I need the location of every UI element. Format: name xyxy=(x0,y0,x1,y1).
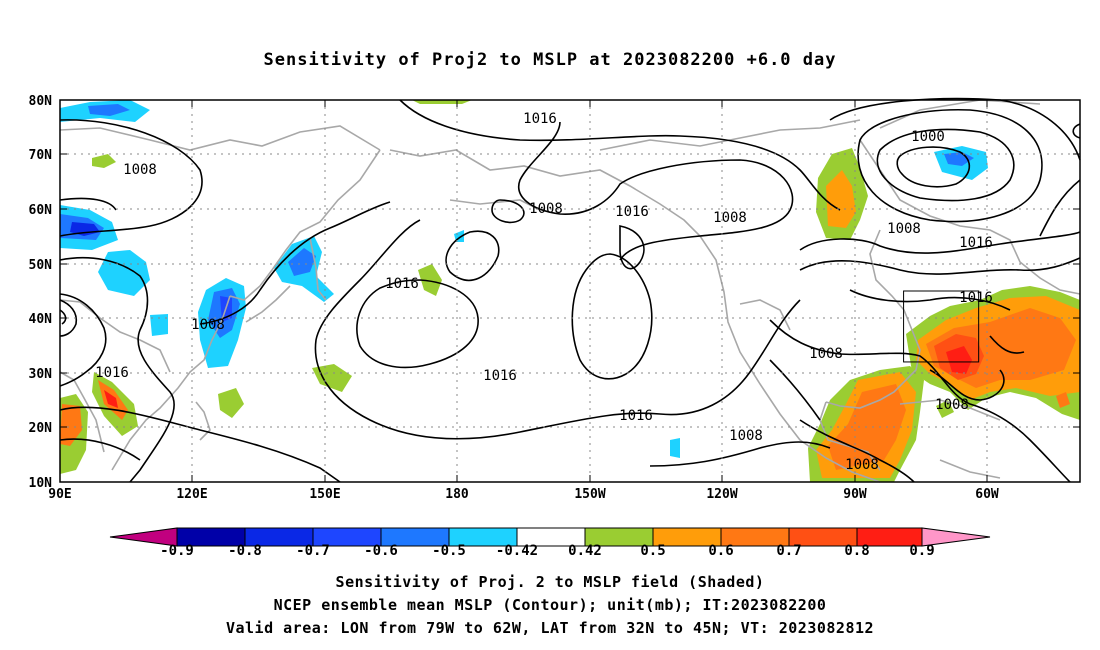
colorbar-label: 0.42 xyxy=(568,543,602,559)
contour-label: 1016 xyxy=(483,368,517,384)
contour-labels: 1008 1016 1008 1016 1000 1008 1016 1008 … xyxy=(95,111,993,473)
colorbar xyxy=(109,527,991,547)
map-title: Sensitivity of Proj2 to MSLP at 20230822… xyxy=(263,50,837,70)
caption-line-1: Sensitivity of Proj. 2 to MSLP field (Sh… xyxy=(335,573,765,591)
contour-label: 1016 xyxy=(959,235,993,251)
shaded-positive-regions xyxy=(60,100,1080,482)
colorbar-label: 0.5 xyxy=(640,543,666,559)
caption-line-3: Valid area: LON from 79W to 62W, LAT fro… xyxy=(225,619,875,637)
colorbar-label: -0.9 xyxy=(160,543,194,559)
lat-labels: 80N 70N 60N 50N 40N 30N 20N 10N xyxy=(29,94,53,491)
colorbar-label: 0.9 xyxy=(909,543,935,559)
lon-label: 90W xyxy=(843,487,867,502)
lon-label: 120E xyxy=(176,487,207,502)
contour-label: 1008 xyxy=(191,317,225,333)
colorbar-label: -0.5 xyxy=(432,543,466,559)
colorbar-label: -0.7 xyxy=(296,543,330,559)
lon-label: 120W xyxy=(706,487,737,502)
lon-labels: 90E 120E 150E 180 150W 120W 90W 60W xyxy=(48,487,999,502)
lon-label: 150E xyxy=(309,487,340,502)
lat-label: 40N xyxy=(29,312,53,327)
colorbar-pos-extreme xyxy=(921,527,991,547)
contour-label: 1000 xyxy=(911,129,945,145)
lat-label: 70N xyxy=(29,148,53,163)
lon-label: 150W xyxy=(574,487,605,502)
lon-label: 60W xyxy=(975,487,999,502)
contour-label: 1008 xyxy=(809,346,843,362)
lat-label: 80N xyxy=(29,94,53,109)
contour-label: 1016 xyxy=(959,290,993,306)
contour-label: 1008 xyxy=(713,210,747,226)
colorbar-label: 0.7 xyxy=(776,543,802,559)
lat-label: 30N xyxy=(29,367,53,382)
contour-label: 1008 xyxy=(123,162,157,178)
contour-label: 1016 xyxy=(523,111,557,127)
contour-label: 1008 xyxy=(845,457,879,473)
contour-label: 1008 xyxy=(887,221,921,237)
lat-label: 20N xyxy=(29,421,53,436)
contour-label: 1016 xyxy=(615,204,649,220)
colorbar-label: 0.8 xyxy=(844,543,870,559)
lat-label: 50N xyxy=(29,258,53,273)
lon-label: 90E xyxy=(48,487,71,502)
contour-label: 1016 xyxy=(385,276,419,292)
contour-label: 1008 xyxy=(529,201,563,217)
map-frame xyxy=(59,99,1081,483)
lon-label: 180 xyxy=(445,487,469,502)
contour-label: 1008 xyxy=(729,428,763,444)
lat-label: 60N xyxy=(29,203,53,218)
contour-label: 1016 xyxy=(619,408,653,424)
contour-label: 1016 xyxy=(95,365,129,381)
colorbar-label: 0.6 xyxy=(708,543,734,559)
grid-lines xyxy=(60,100,1080,482)
caption-line-2: NCEP ensemble mean MSLP (Contour); unit(… xyxy=(273,596,827,614)
colorbar-label: -0.8 xyxy=(228,543,262,559)
lat-label: 10N xyxy=(29,476,53,491)
valid-area-box xyxy=(903,290,980,363)
contour-label: 1008 xyxy=(935,397,969,413)
colorbar-label: -0.6 xyxy=(364,543,398,559)
colorbar-label: -0.42 xyxy=(495,543,539,559)
tick-marks xyxy=(60,99,1080,483)
